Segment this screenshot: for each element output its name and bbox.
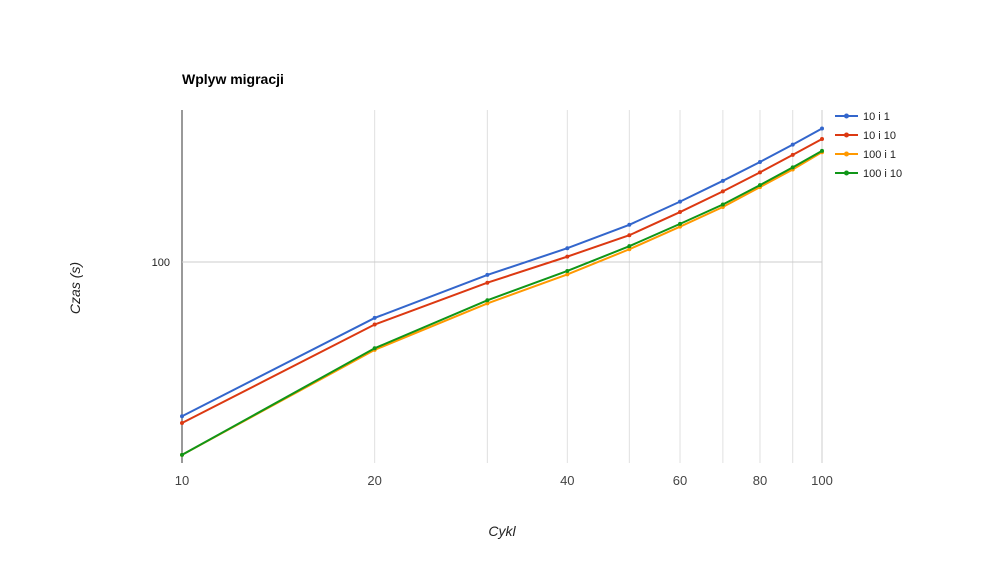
- series-line: [181, 149, 823, 456]
- legend: 10 i 1 10 i 10 100 i 1 100 i 10: [835, 111, 902, 180]
- series-group: [180, 126, 824, 457]
- data-point: [757, 159, 762, 164]
- legend-label: 100 i 1: [863, 149, 896, 161]
- data-point: [678, 224, 683, 229]
- x-tick-label: 40: [560, 473, 574, 488]
- x-tick-label: 10: [175, 473, 189, 488]
- legend-label: 10 i 1: [863, 111, 890, 123]
- x-gridlines: [181, 110, 823, 463]
- data-point: [757, 183, 762, 188]
- data-point: [180, 421, 184, 426]
- series-line: [181, 127, 823, 418]
- data-point: [720, 178, 725, 183]
- data-point: [627, 222, 632, 227]
- chart-title: Wplyw migracji: [182, 71, 284, 87]
- data-point: [720, 189, 725, 194]
- data-point: [372, 322, 377, 327]
- x-tick-label: 80: [753, 473, 767, 488]
- data-point: [790, 152, 795, 157]
- data-point: [565, 272, 570, 277]
- data-point: [485, 272, 490, 277]
- data-point: [820, 148, 824, 153]
- legend-marker: [844, 151, 849, 157]
- x-tick-label: 20: [367, 473, 381, 488]
- data-point: [485, 301, 490, 306]
- series-line: [181, 151, 823, 456]
- data-point: [678, 221, 683, 226]
- series-line: [181, 138, 823, 424]
- data-point: [372, 346, 377, 351]
- y-tick-label: 100: [152, 257, 170, 269]
- legend-marker: [844, 132, 849, 138]
- legend-label: 100 i 10: [863, 168, 902, 180]
- x-tick-label: 100: [811, 473, 833, 488]
- data-point: [820, 137, 824, 142]
- data-point: [565, 246, 570, 251]
- y-tick-labels: 100: [152, 257, 170, 269]
- data-point: [678, 199, 683, 204]
- y-axis-label: Czas (s): [67, 262, 83, 314]
- data-point: [372, 315, 377, 320]
- data-point: [627, 244, 632, 249]
- data-point: [720, 202, 725, 207]
- legend-marker: [844, 170, 849, 176]
- legend-label: 10 i 10: [863, 130, 896, 142]
- data-point: [627, 247, 632, 252]
- data-point: [485, 298, 490, 303]
- data-point: [790, 165, 795, 170]
- data-point: [790, 142, 795, 147]
- data-point: [180, 452, 184, 457]
- data-point: [757, 170, 762, 175]
- data-point: [627, 233, 632, 238]
- data-point: [820, 126, 824, 131]
- x-axis-label: Cykl: [488, 523, 516, 539]
- data-point: [565, 254, 570, 259]
- data-point: [485, 280, 490, 285]
- legend-marker: [844, 113, 849, 119]
- x-tick-label: 60: [673, 473, 687, 488]
- data-point: [180, 414, 184, 419]
- data-point: [678, 210, 683, 215]
- data-point: [565, 268, 570, 273]
- x-tick-labels: 10 20 40 60 80 100: [175, 473, 833, 488]
